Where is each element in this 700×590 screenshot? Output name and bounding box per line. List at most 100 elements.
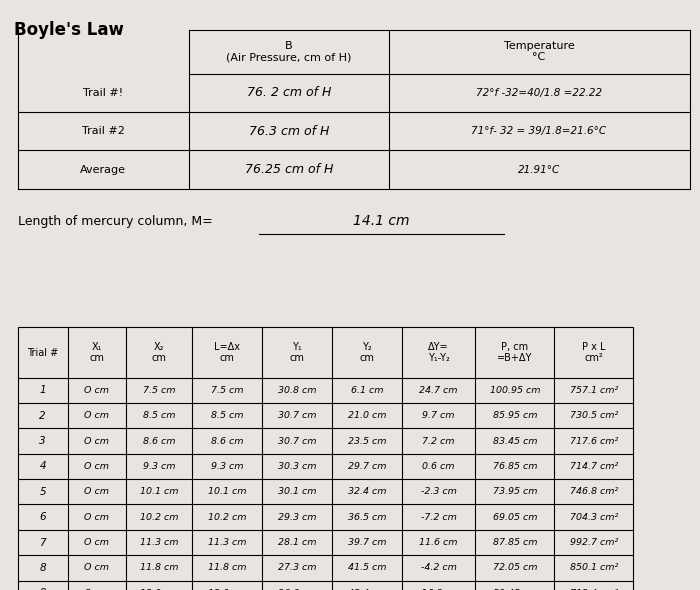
Text: O cm: O cm: [85, 487, 109, 496]
Text: 1: 1: [39, 385, 46, 395]
Text: O cm: O cm: [85, 513, 109, 522]
Text: 9: 9: [39, 588, 46, 590]
Text: 850.1 cm²: 850.1 cm²: [570, 563, 618, 572]
Text: O cm: O cm: [85, 411, 109, 420]
Text: 72.05 cm: 72.05 cm: [493, 563, 537, 572]
Text: 27.3 cm: 27.3 cm: [277, 563, 316, 572]
Text: 69.05 cm: 69.05 cm: [493, 513, 537, 522]
Text: Y₁
cm: Y₁ cm: [289, 342, 304, 363]
Text: 717.6 cm²: 717.6 cm²: [570, 437, 618, 445]
Text: O cm: O cm: [85, 538, 109, 547]
Text: 6: 6: [39, 512, 46, 522]
Text: 7.5 cm: 7.5 cm: [211, 386, 243, 395]
Bar: [18, 327, 634, 590]
Text: 8: 8: [39, 563, 46, 573]
Text: 2: 2: [39, 411, 46, 421]
Text: 41.5 cm: 41.5 cm: [347, 563, 386, 572]
Text: 10.1 cm: 10.1 cm: [208, 487, 246, 496]
Text: Trail #!: Trail #!: [83, 88, 123, 98]
Text: Trail #2: Trail #2: [82, 126, 125, 136]
Text: X₂
cm: X₂ cm: [151, 342, 167, 363]
Text: 76.85 cm: 76.85 cm: [493, 462, 537, 471]
Text: 9.3 cm: 9.3 cm: [143, 462, 175, 471]
Text: 30.1 cm: 30.1 cm: [277, 487, 316, 496]
Text: 11.8 cm: 11.8 cm: [139, 563, 178, 572]
Text: 87.85 cm: 87.85 cm: [493, 538, 537, 547]
Text: 8.5 cm: 8.5 cm: [143, 411, 175, 420]
Text: 21.0 cm: 21.0 cm: [347, 411, 386, 420]
Text: 76.3 cm of H: 76.3 cm of H: [248, 124, 329, 138]
Text: 11.3 cm: 11.3 cm: [208, 538, 246, 547]
Text: Boyle's Law: Boyle's Law: [14, 21, 124, 39]
Text: 73.95 cm: 73.95 cm: [493, 487, 537, 496]
Text: 713.4 cm²: 713.4 cm²: [570, 589, 618, 590]
Text: 704.3 cm²: 704.3 cm²: [570, 513, 618, 522]
Text: -2.3 cm: -2.3 cm: [421, 487, 456, 496]
Text: 730.5 cm²: 730.5 cm²: [570, 411, 618, 420]
Text: P x L
cm²: P x L cm²: [582, 342, 606, 363]
Text: 7: 7: [39, 537, 46, 548]
Text: 7.2 cm: 7.2 cm: [422, 437, 455, 445]
Text: 8.5 cm: 8.5 cm: [211, 411, 243, 420]
Text: 11.3 cm: 11.3 cm: [139, 538, 178, 547]
Text: 10.1 cm: 10.1 cm: [139, 487, 178, 496]
Text: 21.91°C: 21.91°C: [518, 165, 560, 175]
Text: 30.7 cm: 30.7 cm: [277, 437, 316, 445]
Text: 72°f -32=40/1.8 =22.22: 72°f -32=40/1.8 =22.22: [476, 88, 602, 98]
Text: O cm: O cm: [85, 462, 109, 471]
Text: 7.5 cm: 7.5 cm: [143, 386, 175, 395]
Text: 4: 4: [39, 461, 46, 471]
Text: Average: Average: [80, 165, 126, 175]
Text: O cm: O cm: [85, 437, 109, 445]
Text: 39.7 cm: 39.7 cm: [347, 538, 386, 547]
Text: 30.8 cm: 30.8 cm: [277, 386, 316, 395]
Text: -4.2 cm: -4.2 cm: [421, 563, 456, 572]
Text: 83.45 cm: 83.45 cm: [493, 437, 537, 445]
Text: O cm: O cm: [85, 386, 109, 395]
Text: 24.7 cm: 24.7 cm: [419, 386, 458, 395]
Text: 0.6 cm: 0.6 cm: [422, 462, 455, 471]
Text: L=Δx
cm: L=Δx cm: [214, 342, 240, 363]
Text: Length of mercury column, M=: Length of mercury column, M=: [18, 215, 212, 228]
Text: 76. 2 cm of H: 76. 2 cm of H: [246, 86, 331, 100]
Text: 28.1 cm: 28.1 cm: [277, 538, 316, 547]
Text: 85.95 cm: 85.95 cm: [493, 411, 537, 420]
Text: 29.3 cm: 29.3 cm: [277, 513, 316, 522]
Text: 29.7 cm: 29.7 cm: [347, 462, 386, 471]
Text: 746.8 cm²: 746.8 cm²: [570, 487, 618, 496]
Text: 757.1 cm²: 757.1 cm²: [570, 386, 618, 395]
Text: 12.0 cm: 12.0 cm: [208, 589, 246, 590]
Text: 14.1 cm: 14.1 cm: [354, 214, 410, 228]
Text: 59.45 cm: 59.45 cm: [493, 589, 537, 590]
Text: 8.6 cm: 8.6 cm: [211, 437, 243, 445]
Text: 30.3 cm: 30.3 cm: [277, 462, 316, 471]
Text: -16.8 cm: -16.8 cm: [418, 589, 459, 590]
Text: ΔY=
Y₁-Y₂: ΔY= Y₁-Y₂: [428, 342, 449, 363]
Text: 10.2 cm: 10.2 cm: [208, 513, 246, 522]
Text: Y₂
cm: Y₂ cm: [359, 342, 375, 363]
Text: Trial #: Trial #: [27, 348, 58, 358]
Text: 36.5 cm: 36.5 cm: [347, 513, 386, 522]
Text: 11.8 cm: 11.8 cm: [208, 563, 246, 572]
Text: B
(Air Pressure, cm of H): B (Air Pressure, cm of H): [226, 41, 351, 63]
Text: Temperature
°C: Temperature °C: [503, 41, 575, 63]
Text: 32.4 cm: 32.4 cm: [347, 487, 386, 496]
Text: 992.7 cm²: 992.7 cm²: [570, 538, 618, 547]
Text: P, cm
=B+ΔY: P, cm =B+ΔY: [497, 342, 533, 363]
Text: 43.4 cm: 43.4 cm: [347, 589, 386, 590]
Text: 3: 3: [39, 436, 46, 446]
Text: 12.0 cm: 12.0 cm: [139, 589, 178, 590]
Text: 76.25 cm of H: 76.25 cm of H: [244, 163, 333, 176]
Text: O cm: O cm: [85, 563, 109, 572]
Text: 9.3 cm: 9.3 cm: [211, 462, 243, 471]
Text: -7.2 cm: -7.2 cm: [421, 513, 456, 522]
Text: 100.95 cm: 100.95 cm: [489, 386, 540, 395]
Text: 9.7 cm: 9.7 cm: [422, 411, 455, 420]
Text: 6.1 cm: 6.1 cm: [351, 386, 383, 395]
Text: 714.7 cm²: 714.7 cm²: [570, 462, 618, 471]
Text: 11.6 cm: 11.6 cm: [419, 538, 458, 547]
Text: 23.5 cm: 23.5 cm: [347, 437, 386, 445]
Text: 5: 5: [39, 487, 46, 497]
Text: O cm: O cm: [85, 589, 109, 590]
Text: 26.6 cm: 26.6 cm: [277, 589, 316, 590]
